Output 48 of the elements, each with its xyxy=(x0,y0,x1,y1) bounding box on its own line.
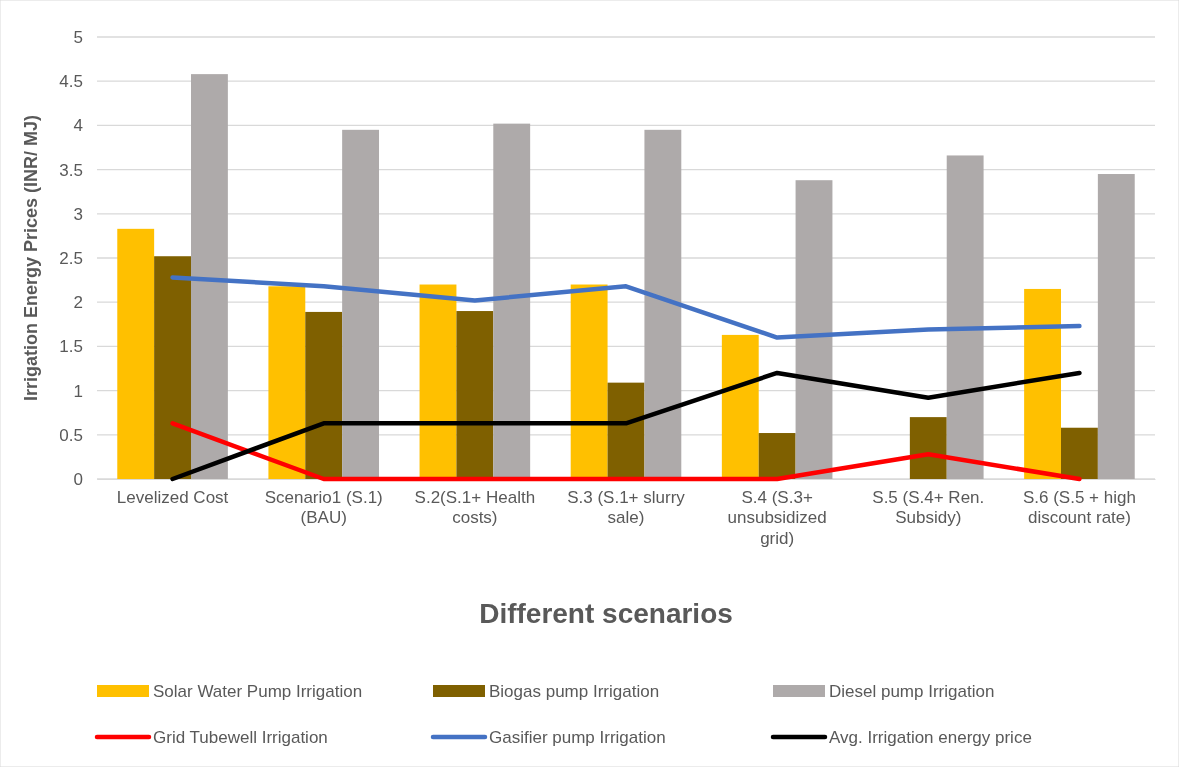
bar xyxy=(305,311,343,479)
bar xyxy=(607,382,645,479)
y-axis-title: Irrigation Energy Prices (INR/ MJ) xyxy=(21,114,41,402)
bar xyxy=(758,433,796,479)
legend-label: Gasifier pump Irrigation xyxy=(489,727,666,747)
x-tick-label: S.5 (S.4+ Ren. Subsidy) xyxy=(872,488,985,528)
x-tick-label: Levelized Cost xyxy=(116,488,229,508)
y-tick-label: 0 xyxy=(73,469,83,489)
x-tick-label: S.6 (S.5 + high discount rate) xyxy=(1022,488,1136,528)
bar xyxy=(795,180,833,479)
legend-label: Biogas pump Irrigation xyxy=(489,681,660,701)
bar xyxy=(117,228,155,479)
legend-label: Solar Water Pump Irrigation xyxy=(153,681,363,701)
bar xyxy=(268,286,306,479)
bar xyxy=(1061,427,1098,479)
y-tick-label: 4 xyxy=(73,116,83,136)
x-tick-label: S.2(S.1+ Health costs) xyxy=(414,488,536,528)
bar xyxy=(1097,174,1135,479)
legend-label: Avg. Irrigation energy price xyxy=(829,727,1032,747)
legend-label: Grid Tubewell Irrigation xyxy=(153,727,328,747)
bar xyxy=(570,284,608,479)
bar xyxy=(1024,288,1061,479)
x-tick-label: S.4 (S.3+ unsubsidized grid) xyxy=(727,488,827,548)
x-tick-label: S.3 (S.1+ slurry sale) xyxy=(567,488,686,528)
line-series xyxy=(170,370,1082,482)
legend-label: Diesel pump Irrigation xyxy=(829,681,995,701)
x-tick-label: Scenario1 (S.1) (BAU) xyxy=(264,488,383,528)
bar xyxy=(909,417,947,479)
y-tick-label: 1.5 xyxy=(59,337,83,357)
y-tick-label: 1 xyxy=(73,381,83,401)
bar xyxy=(493,123,531,479)
y-tick-label: 2 xyxy=(73,293,83,313)
y-tick-label: 2.5 xyxy=(59,248,83,268)
bar xyxy=(419,284,457,479)
y-tick-label: 4.5 xyxy=(59,72,83,92)
y-tick-label: 3.5 xyxy=(59,160,83,180)
y-tick-label: 0.5 xyxy=(59,425,83,445)
bar xyxy=(154,256,191,479)
bar xyxy=(721,334,759,479)
bar xyxy=(946,155,984,479)
bar xyxy=(191,74,228,479)
bar xyxy=(456,311,494,479)
bar xyxy=(644,129,682,479)
y-tick-label: 5 xyxy=(73,27,83,47)
line-series xyxy=(170,275,1082,340)
y-tick-label: 3 xyxy=(73,204,83,224)
x-axis-title: Different scenarios xyxy=(479,598,733,629)
bar xyxy=(342,129,380,479)
